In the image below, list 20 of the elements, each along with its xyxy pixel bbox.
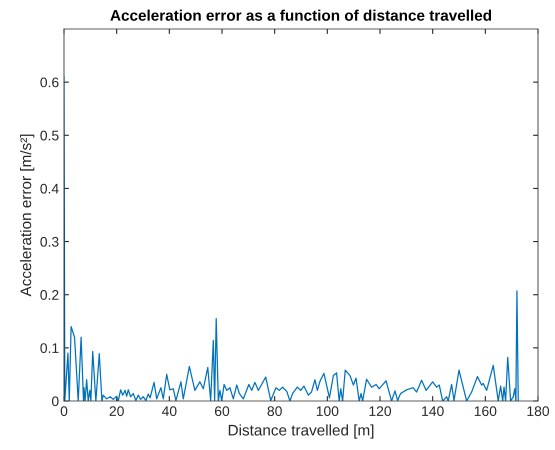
chart-title: Acceleration error as a function of distance travelled bbox=[110, 10, 492, 21]
x-tick-label: 180 bbox=[527, 406, 550, 416]
x-tick-label: 120 bbox=[369, 406, 392, 416]
x-tick-label: 0 bbox=[60, 406, 68, 416]
y-tick-label: 0.3 bbox=[40, 236, 59, 247]
x-tick-label: 20 bbox=[110, 406, 124, 416]
y-tick-label: 0.2 bbox=[40, 290, 58, 300]
x-tick-label: 60 bbox=[214, 406, 230, 416]
x-tick-label: 160 bbox=[474, 406, 496, 416]
x-tick-label: 100 bbox=[316, 406, 338, 416]
x-tick-label: 40 bbox=[162, 406, 177, 416]
y-tick-label: 0.5 bbox=[40, 130, 59, 140]
x-tick-label: 80 bbox=[268, 406, 282, 416]
y-tick-label: 0.1 bbox=[40, 343, 58, 354]
x-axis-title: Distance travelled [m] bbox=[228, 424, 374, 439]
y-tick-label: 0.4 bbox=[40, 184, 59, 194]
x-tick-label: 140 bbox=[422, 406, 444, 416]
y-axis-title: Acceleration error [m/s²] bbox=[20, 134, 34, 296]
y-tick-label: 0.6 bbox=[40, 77, 59, 88]
y-tick-label: 0 bbox=[52, 396, 59, 406]
